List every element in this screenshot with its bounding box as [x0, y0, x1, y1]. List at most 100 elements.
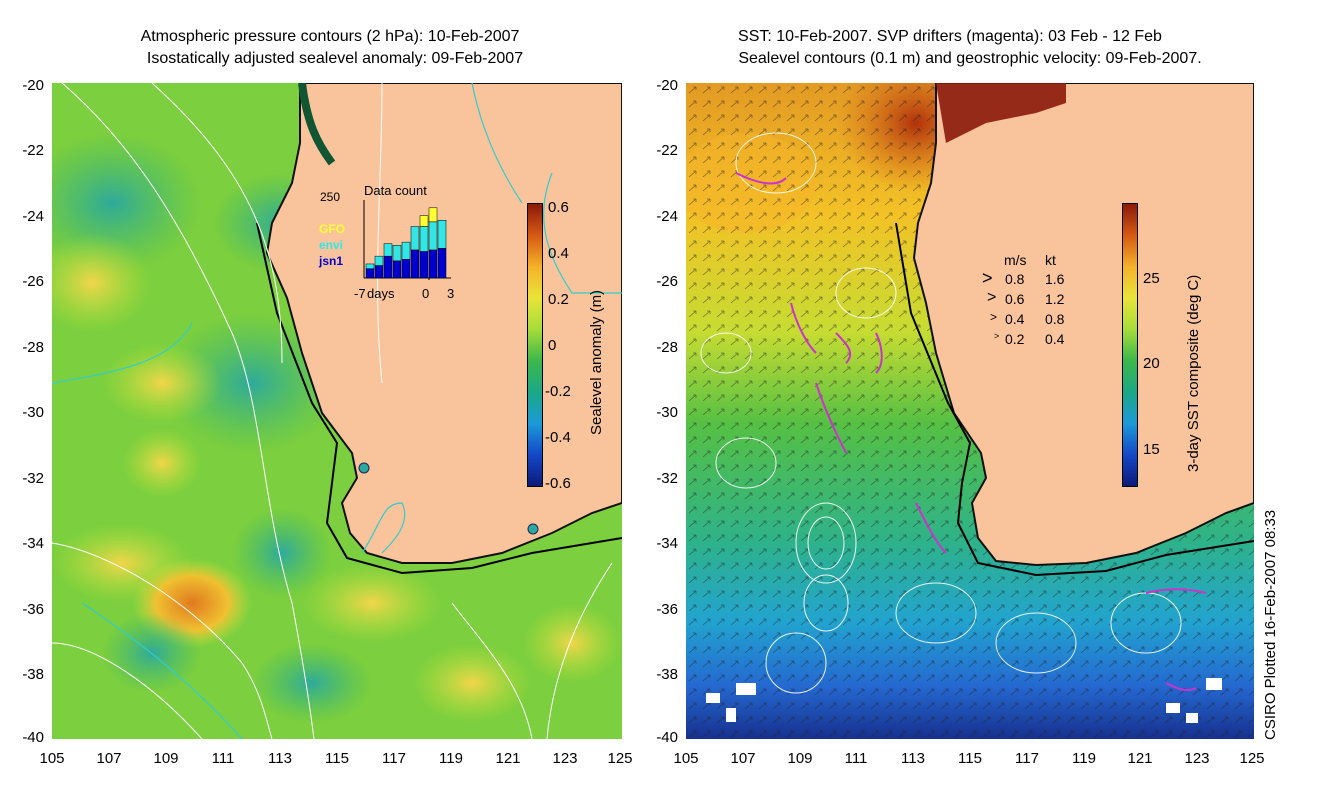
inset-bar-jsn1 — [419, 251, 429, 279]
inset-bar-envi — [419, 226, 429, 252]
right-xtick: 113 — [901, 750, 925, 767]
inset-bar-gfo — [419, 215, 429, 227]
left-ytick: -40 — [22, 729, 44, 746]
inset-bar-jsn1 — [383, 255, 393, 279]
inset-bar-gfo — [428, 207, 438, 223]
left-xtick: 105 — [39, 750, 65, 767]
left-xtick: 115 — [325, 750, 349, 767]
inset-x-right: 3 — [447, 286, 455, 301]
inset-x-zero: 0 — [422, 286, 430, 301]
right-ytick: -34 — [656, 535, 678, 552]
arrow-icon: > — [987, 289, 997, 306]
inset-bar-jsn1 — [437, 248, 447, 279]
right-ytick: -28 — [656, 339, 678, 356]
sst-colorbar-gradient — [1122, 203, 1138, 487]
legend-ms: 0.6 — [1005, 291, 1025, 307]
inset-bar-envi — [365, 263, 375, 269]
arrow-icon: > — [994, 331, 1000, 341]
inset-bar-envi — [392, 244, 402, 262]
legend-ms: 0.4 — [1005, 311, 1025, 327]
legend-header-ms: m/s — [1004, 252, 1027, 268]
legend-ms: 0.2 — [1005, 331, 1025, 347]
inset-bar-envi — [410, 226, 420, 251]
right-xtick: 105 — [673, 750, 699, 767]
right-ytick: -26 — [656, 273, 678, 290]
cbar-tick: -0.6 — [545, 475, 571, 492]
inset-title: Data count — [364, 183, 427, 198]
inset-bar-jsn1 — [392, 260, 402, 279]
right-xtick: 119 — [1072, 750, 1096, 767]
left-ytick: -32 — [22, 470, 44, 487]
inset-bar-envi — [374, 255, 384, 266]
legend-jsn1: jsn1 — [319, 254, 344, 268]
inset-bar-jsn1 — [410, 249, 420, 279]
right-xtick: 117 — [1015, 750, 1039, 767]
left-xtick: 119 — [439, 750, 463, 767]
inset-bar-envi — [428, 221, 438, 251]
legend-kt: 1.6 — [1045, 271, 1065, 287]
sst-colorbar-label: 3-day SST composite (deg C) — [1185, 274, 1202, 472]
inset-bar-jsn1 — [374, 265, 384, 279]
left-ytick: -20 — [22, 77, 44, 94]
right-title-line1: SST: 10-Feb-2007. SVP drifters (magenta)… — [738, 28, 1162, 45]
arrow-icon: > — [982, 268, 993, 288]
right-title-line2: Sealevel contours (0.1 m) and geostrophi… — [738, 50, 1202, 67]
right-ytick: -20 — [656, 77, 678, 94]
right-ytick: -36 — [656, 601, 678, 618]
left-title-line2: Isostatically adjusted sealevel anomaly:… — [146, 50, 524, 67]
inset-bar-jsn1 — [428, 249, 438, 279]
legend-kt: 1.2 — [1045, 291, 1065, 307]
left-ytick: -34 — [22, 535, 44, 552]
left-ytick: -26 — [22, 273, 44, 290]
inset-ymax: 250 — [320, 190, 341, 204]
inset-x-days: days — [367, 286, 395, 301]
left-ytick: -30 — [22, 404, 44, 421]
data-count-chart — [363, 200, 451, 280]
right-map — [686, 83, 1254, 739]
left-xtick: 113 — [268, 750, 292, 767]
legend-ms: 0.8 — [1005, 271, 1025, 287]
legend-kt: 0.4 — [1045, 331, 1065, 347]
left-title-line1: Atmospheric pressure contours (2 hPa): 1… — [140, 28, 520, 45]
right-ytick: -40 — [656, 729, 678, 746]
right-ytick: -32 — [656, 470, 678, 487]
right-ytick: -22 — [656, 142, 678, 159]
left-xtick: 121 — [495, 750, 521, 767]
cbar-tick: -0.4 — [545, 429, 571, 446]
cbar-tick: -0.2 — [545, 383, 571, 400]
right-xtick: 115 — [958, 750, 982, 767]
left-xtick: 107 — [96, 750, 122, 767]
legend-header-kt: kt — [1045, 252, 1056, 268]
inset-bar-envi — [437, 220, 447, 249]
left-ytick: -28 — [22, 339, 44, 356]
left-ytick: -22 — [22, 142, 44, 159]
right-xtick: 121 — [1127, 750, 1153, 767]
inset-bar-jsn1 — [401, 259, 411, 279]
cbar-tick: 0.4 — [548, 245, 569, 262]
left-xtick: 125 — [607, 750, 633, 767]
cbar-tick: 20 — [1143, 355, 1160, 372]
inset-x-left: -7 — [354, 286, 366, 301]
inset-bar-envi — [383, 243, 393, 257]
left-xtick: 117 — [382, 750, 406, 767]
right-xtick: 111 — [844, 750, 868, 767]
left-ytick: -38 — [22, 666, 44, 683]
right-xtick: 107 — [730, 750, 756, 767]
credit-text: CSIRO Plotted 16-Feb-2007 08:33 — [1262, 509, 1279, 740]
cbar-tick: 0.6 — [548, 199, 569, 216]
left-xtick: 111 — [211, 750, 235, 767]
inset-bar-jsn1 — [365, 268, 375, 279]
legend-kt: 0.8 — [1045, 311, 1065, 327]
right-ytick: -24 — [656, 208, 678, 225]
sealevel-colorbar-label: Sealevel anomaly (m) — [588, 289, 605, 435]
inset-bar-envi — [401, 241, 411, 260]
left-ytick: -24 — [22, 208, 44, 225]
cbar-tick: 0 — [548, 337, 557, 354]
left-xtick: 123 — [552, 750, 578, 767]
sealevel-colorbar-gradient — [527, 203, 543, 487]
legend-gfo: GFO — [319, 222, 345, 236]
legend-envi: envi — [319, 238, 344, 252]
left-ytick: -36 — [22, 601, 44, 618]
cbar-tick: 0.2 — [548, 291, 569, 308]
right-xtick: 125 — [1239, 750, 1265, 767]
